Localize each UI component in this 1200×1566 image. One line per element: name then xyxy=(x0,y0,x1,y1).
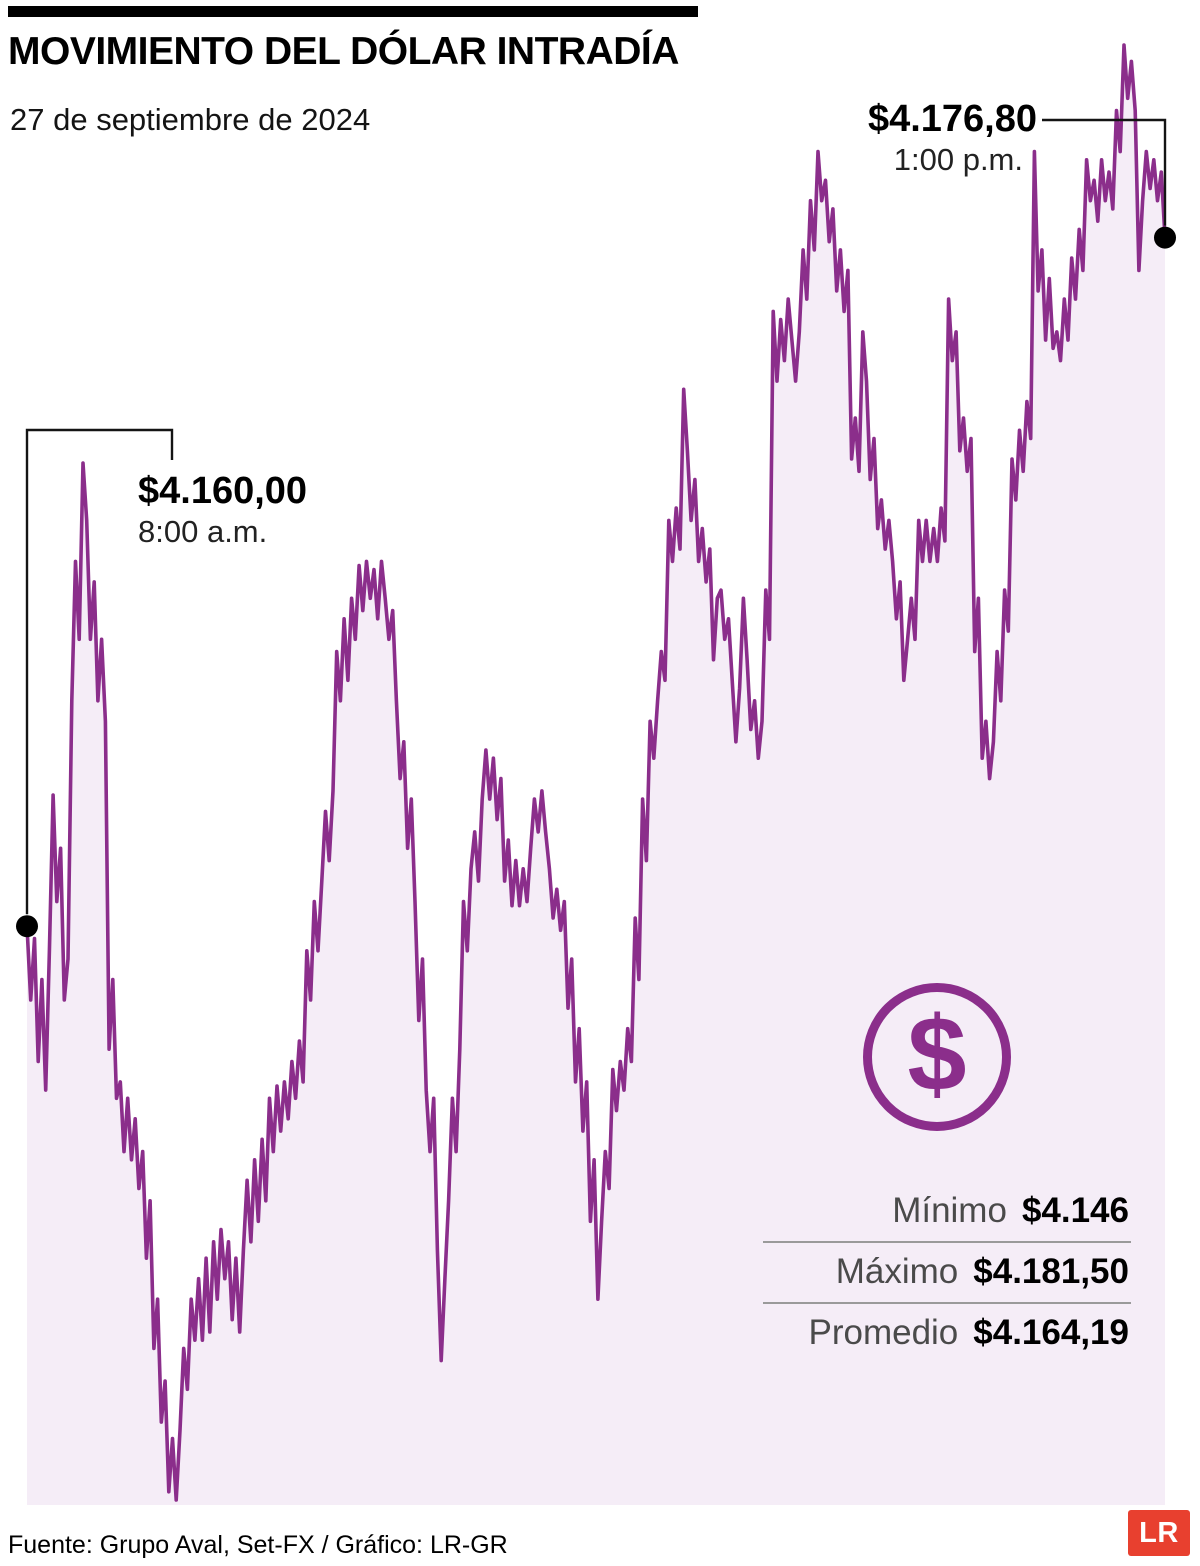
title-accent-bar xyxy=(8,6,698,17)
date-subtitle: 27 de septiembre de 2024 xyxy=(10,102,371,137)
stats-table: Mínimo $4.146 Máximo $4.181,50 Promedio … xyxy=(763,1182,1131,1363)
stat-row-minimum: Mínimo $4.146 xyxy=(763,1182,1131,1241)
lr-logo-text: LR xyxy=(1139,1516,1179,1549)
end-price-label: $4.176,80 xyxy=(867,98,1037,140)
price-area-fill xyxy=(27,45,1165,1505)
start-annotation: $4.160,00 8:00 a.m. xyxy=(138,470,307,549)
end-point-dot xyxy=(1154,226,1176,249)
end-time-label: 1:00 p.m. xyxy=(893,141,1023,177)
start-price-label: $4.160,00 xyxy=(138,470,308,512)
lr-logo: LR xyxy=(1128,1510,1190,1556)
start-callout-line xyxy=(25,428,174,915)
stat-row-maximum: Máximo $4.181,50 xyxy=(763,1241,1131,1302)
dollar-icon: $ xyxy=(863,983,1011,1131)
end-annotation: $4.176,80 1:00 p.m. xyxy=(868,98,1037,177)
stat-value-maximum: $4.181,50 xyxy=(973,1252,1129,1291)
stat-row-average: Promedio $4.164,19 xyxy=(763,1302,1131,1363)
dollar-sign-glyph: $ xyxy=(907,995,967,1113)
end-callout-line xyxy=(1042,118,1167,226)
start-point-dot xyxy=(16,915,38,938)
stat-label-minimum: Mínimo xyxy=(892,1191,1007,1230)
start-time-label: 8:00 a.m. xyxy=(138,513,268,549)
page-title: MOVIMIENTO DEL DÓLAR INTRADÍA xyxy=(8,30,679,73)
stat-value-minimum: $4.146 xyxy=(1021,1191,1129,1230)
source-credit: Fuente: Grupo Aval, Set-FX / Gráfico: LR… xyxy=(8,1531,508,1559)
stat-label-maximum: Máximo xyxy=(835,1252,959,1291)
stat-label-average: Promedio xyxy=(808,1313,959,1352)
stat-value-average: $4.164,19 xyxy=(973,1313,1129,1352)
price-line xyxy=(25,43,1167,1502)
